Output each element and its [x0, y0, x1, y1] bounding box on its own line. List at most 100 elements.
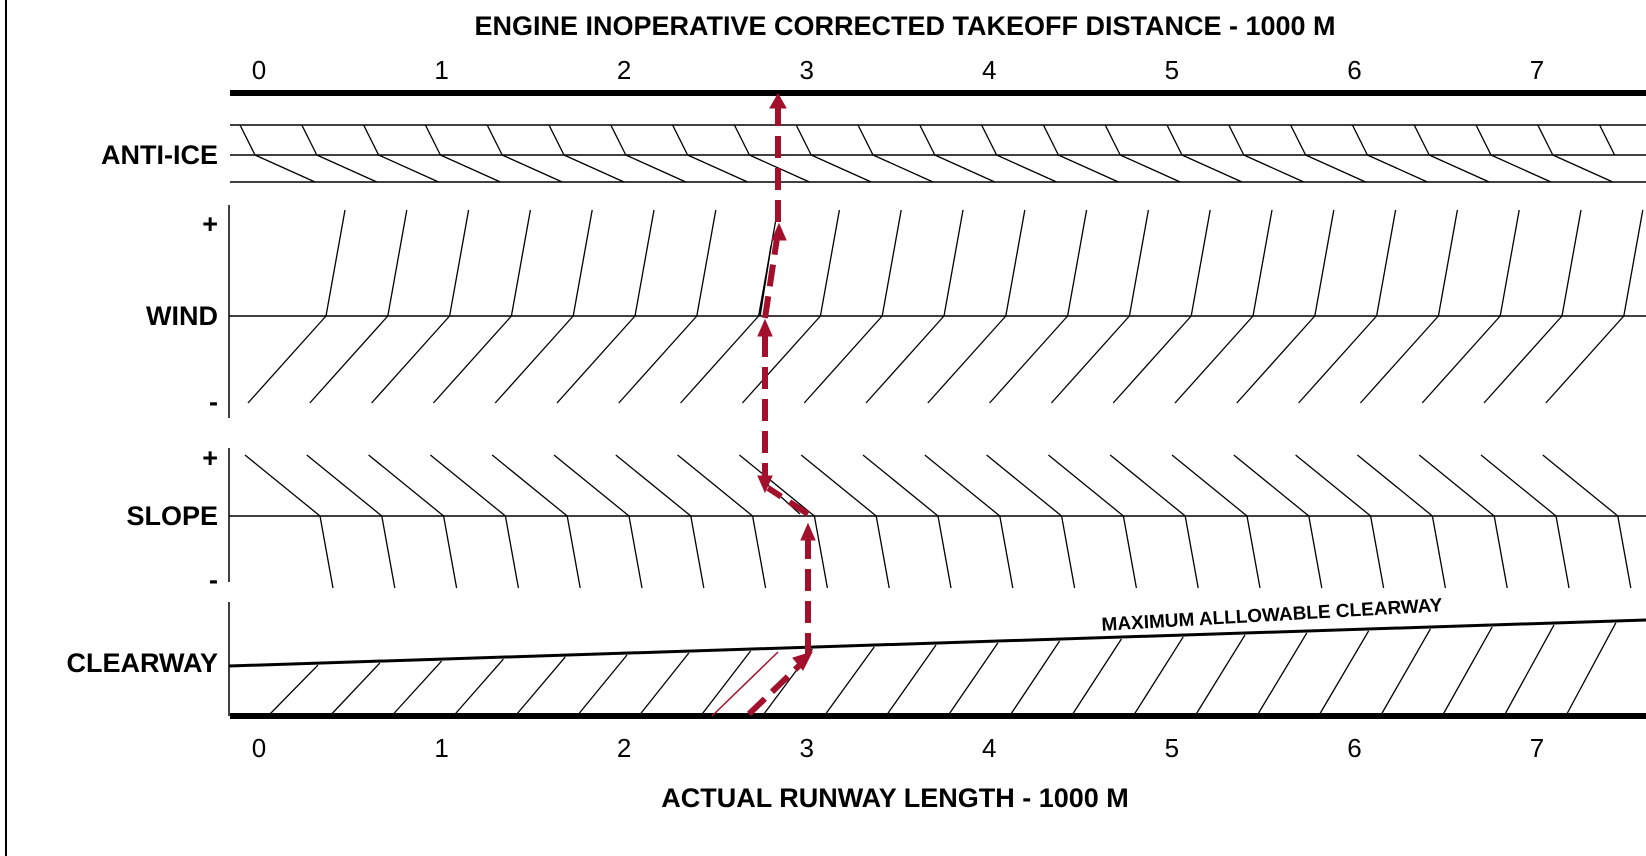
hatch-line [1174, 315, 1254, 404]
guide-line [711, 651, 779, 717]
hatch-line [1236, 315, 1316, 404]
hatch-line [813, 515, 829, 589]
hatch-line [442, 515, 458, 589]
hatch-line [247, 315, 327, 404]
plus-sign: + [202, 209, 218, 239]
top-tick-label: 6 [1347, 55, 1361, 85]
hatch-line [738, 454, 815, 517]
hatch-line [875, 515, 890, 589]
hatch-line [378, 154, 439, 183]
hatch-line [862, 454, 939, 517]
arrowhead [769, 92, 787, 109]
hatch-line [1070, 638, 1122, 717]
minus-sign: - [209, 565, 218, 595]
hatch-line [1295, 454, 1372, 517]
hatch-line [1256, 632, 1308, 717]
top-tick-label: 0 [252, 55, 266, 85]
hatch-line [504, 515, 520, 589]
hatch-line [424, 124, 441, 156]
hatch-line [618, 315, 698, 404]
max-clearway-line [228, 618, 1646, 668]
hatch-line [1493, 515, 1508, 589]
hatch-line [363, 124, 380, 156]
hatch-line [687, 154, 748, 183]
hatch-line [368, 454, 445, 517]
hatch-line [872, 154, 934, 183]
hatch-line [1194, 634, 1246, 717]
hatch-line [1428, 154, 1490, 183]
hatch-line [700, 650, 752, 717]
hatch-line [1431, 515, 1447, 589]
hatch-line [1555, 515, 1570, 589]
hatch-line [947, 642, 999, 717]
hatch-line [677, 454, 754, 517]
hatch-line [448, 209, 470, 317]
hatch-line [625, 154, 687, 183]
bottom-tick-label: 5 [1165, 733, 1179, 763]
hatch-line [1437, 209, 1459, 317]
example-path [711, 92, 816, 717]
dashed-path [766, 485, 810, 517]
arrowhead [757, 475, 773, 494]
hatching [239, 124, 1644, 717]
hatch-line [1112, 315, 1192, 404]
hatch-line [981, 124, 998, 156]
hatch-line [1233, 454, 1310, 517]
hatch-line [1009, 640, 1061, 717]
hatch-line [885, 644, 937, 717]
hatch-line [1308, 515, 1323, 589]
hatch-line [1171, 454, 1248, 517]
hatch-line [1060, 515, 1076, 589]
hatch-line [391, 660, 443, 717]
hatch-line [1050, 315, 1130, 404]
hatch-line [1545, 315, 1625, 404]
hatch-line [381, 515, 396, 589]
hatch-line [1379, 628, 1431, 717]
bottom-tick-label: 7 [1530, 733, 1544, 763]
hatch-line [1369, 515, 1385, 589]
hatch-line [690, 515, 705, 589]
hatch-line [1184, 515, 1199, 589]
top-tick-label: 4 [982, 55, 996, 85]
hatch-line [1109, 454, 1186, 517]
hatch-line [1351, 124, 1368, 156]
bottom-axis-title: ACTUAL RUNWAY LENGTH - 1000 M [661, 783, 1129, 813]
hatch-line [919, 124, 936, 156]
hatch-line [1490, 154, 1552, 183]
hatch-line [1314, 209, 1335, 317]
hatch-line [1298, 315, 1378, 404]
hatch-line [1475, 124, 1492, 156]
hatch-line [1367, 154, 1428, 183]
hatch-line [733, 124, 750, 156]
hatch-line [301, 124, 318, 156]
hatch-line [432, 315, 512, 404]
hatch-line [494, 315, 574, 404]
hatch-line [1190, 209, 1211, 317]
hatch-line [1166, 124, 1183, 156]
hatch-line [1599, 124, 1616, 156]
hatch-line [1561, 209, 1582, 317]
hatch-line [1483, 315, 1563, 404]
hatch-line [486, 124, 503, 156]
hatch-line [576, 654, 628, 717]
hatch-line [1305, 154, 1366, 183]
hatch-line [1005, 209, 1026, 317]
hatch-line [999, 515, 1014, 589]
hatch-line [1252, 209, 1273, 317]
hatch-line [800, 454, 877, 517]
hatch-line [1047, 454, 1124, 517]
hatch-line [429, 454, 506, 517]
hatch-line [795, 124, 812, 156]
hatch-line [1542, 454, 1619, 517]
hatch-line [254, 154, 316, 183]
hatch-line [680, 315, 760, 404]
hatch-line [1181, 154, 1243, 183]
hatch-line [986, 454, 1063, 517]
hatch-line [1246, 515, 1261, 589]
top-tick-label: 3 [799, 55, 813, 85]
hatch-line [387, 209, 408, 317]
hatch-line [510, 209, 532, 317]
